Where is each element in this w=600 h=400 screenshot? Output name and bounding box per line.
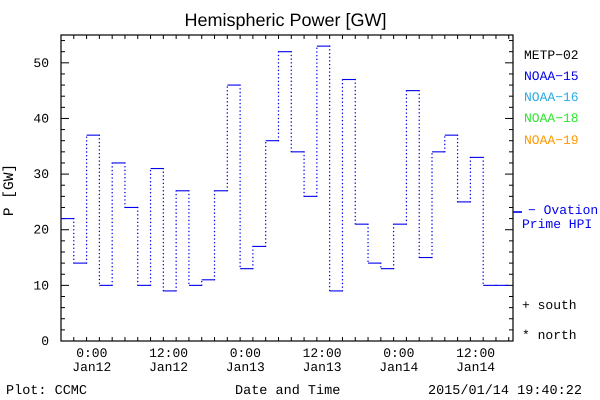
svg-text:10: 10 xyxy=(33,278,49,293)
svg-text:Jan14: Jan14 xyxy=(456,360,495,375)
svg-text:Jan13: Jan13 xyxy=(303,360,342,375)
svg-text:Jan12: Jan12 xyxy=(149,360,188,375)
svg-text:12:00: 12:00 xyxy=(149,346,188,361)
svg-text:0:00: 0:00 xyxy=(383,346,414,361)
svg-text:12:00: 12:00 xyxy=(303,346,342,361)
svg-text:0:00: 0:00 xyxy=(230,346,261,361)
svg-text:0: 0 xyxy=(41,334,49,349)
svg-text:12:00: 12:00 xyxy=(456,346,495,361)
svg-text:Jan12: Jan12 xyxy=(72,360,111,375)
svg-text:Hemispheric Power [GW]: Hemispheric Power [GW] xyxy=(184,10,386,30)
svg-text:30: 30 xyxy=(33,167,49,182)
svg-text:0:00: 0:00 xyxy=(76,346,107,361)
svg-text:50: 50 xyxy=(33,56,49,71)
svg-text:40: 40 xyxy=(33,112,49,127)
svg-text:Jan13: Jan13 xyxy=(226,360,265,375)
svg-text:20: 20 xyxy=(33,223,49,238)
svg-text:Jan14: Jan14 xyxy=(379,360,418,375)
svg-text:P [GW]: P [GW] xyxy=(2,164,18,216)
